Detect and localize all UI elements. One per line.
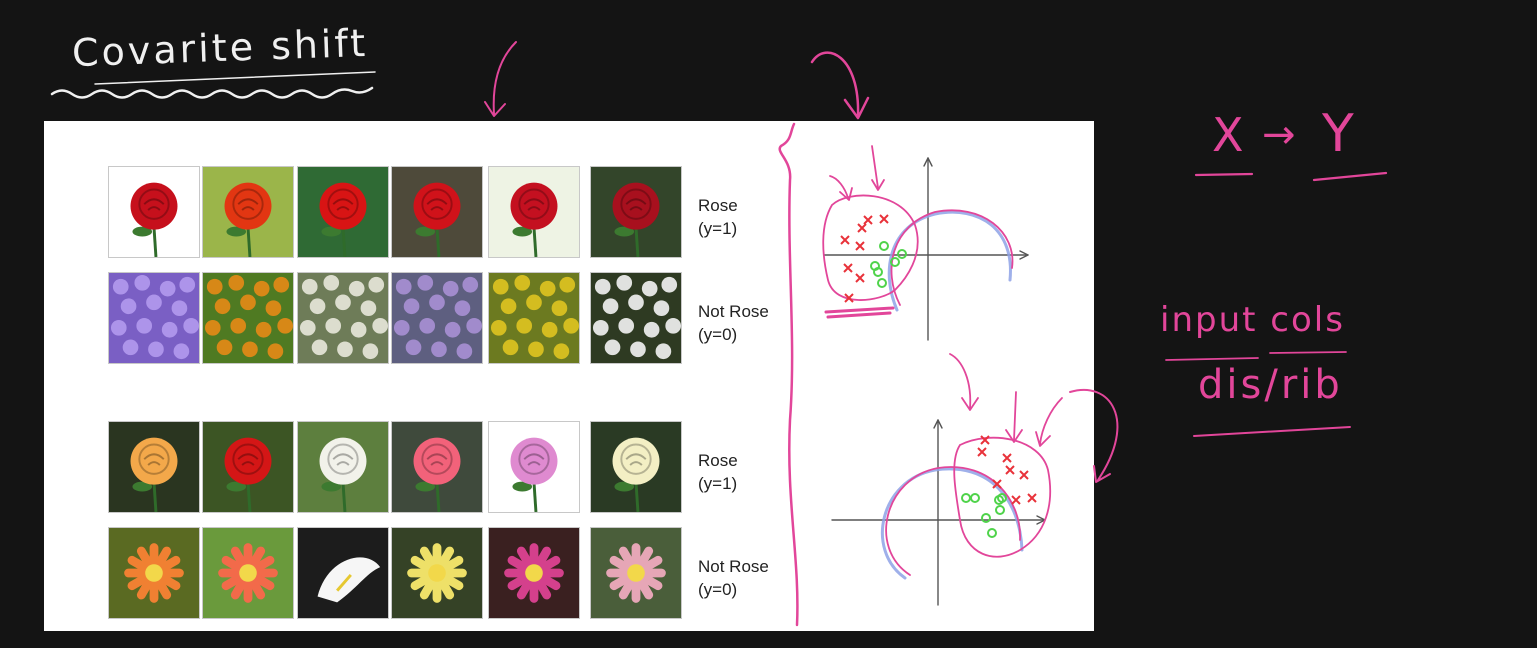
green-o-mark: [995, 505, 1005, 515]
red-x-mark: [855, 273, 865, 283]
arrow-to-plot: [810, 51, 870, 120]
green-o-mark: [970, 493, 980, 503]
green-o-mark: [879, 241, 889, 251]
flower-image: [590, 421, 682, 513]
flower-image: [488, 421, 580, 513]
flower-image: [108, 527, 200, 619]
plot-1-pink-boundary: [890, 209, 1014, 306]
note-x: X: [1212, 108, 1244, 162]
green-o-mark: [987, 528, 997, 538]
flower-image: [108, 421, 200, 513]
green-o-mark: [877, 278, 887, 288]
red-x-mark: [992, 479, 1002, 489]
note-arrow: →: [1262, 112, 1296, 158]
plot-2-pink-boundary: [885, 466, 1021, 576]
note-input-cols: input cols: [1160, 300, 1345, 340]
flower-image: [297, 272, 389, 364]
class-target: (y=1): [698, 474, 738, 493]
red-x-mark: [863, 215, 873, 225]
flower-image: [297, 421, 389, 513]
flower-image: [488, 527, 580, 619]
green-o-mark: [997, 493, 1007, 503]
class-label: Rose (y=1): [698, 194, 738, 240]
divider-line: [778, 122, 799, 627]
green-o-mark: [890, 257, 900, 267]
red-x-mark: [1027, 493, 1037, 503]
class-name: Not Rose: [698, 302, 769, 321]
flower-image: [391, 166, 483, 258]
red-x-mark: [857, 223, 867, 233]
green-o-mark: [870, 261, 880, 271]
flower-image: [488, 272, 580, 364]
red-x-mark: [879, 214, 889, 224]
red-x-mark: [980, 435, 990, 445]
class-target: (y=0): [698, 325, 738, 344]
red-x-mark: [855, 241, 865, 251]
red-x-mark: [1002, 453, 1012, 463]
note-distrib: dis/rib: [1198, 362, 1343, 408]
plot-2: [831, 419, 1046, 606]
flower-image: [590, 527, 682, 619]
flower-image: [202, 527, 294, 619]
flower-image: [590, 166, 682, 258]
class-label: Not Rose (y=0): [698, 555, 769, 601]
flower-image: [488, 166, 580, 258]
red-x-mark: [1005, 465, 1015, 475]
class-name: Rose: [698, 451, 738, 470]
flower-image: [202, 166, 294, 258]
red-x-mark: [843, 263, 853, 273]
flower-image: [297, 527, 389, 619]
green-o-mark: [961, 493, 971, 503]
plot-2-blue-boundary: [881, 467, 1024, 580]
class-label: Not Rose (y=0): [698, 300, 769, 346]
class-target: (y=0): [698, 580, 738, 599]
red-x-mark: [1011, 495, 1021, 505]
flower-image: [391, 272, 483, 364]
class-target: (y=1): [698, 219, 738, 238]
plot-1-blue-boundary: [887, 210, 1012, 312]
slide: Rose (y=1) Not Rose (y=0) Rose (y=1) Not Rose (…: [44, 121, 1094, 631]
red-x-mark: [840, 235, 850, 245]
flower-image: [108, 272, 200, 364]
plot-2-cluster-loop: [953, 436, 1052, 558]
flower-image: [391, 527, 483, 619]
red-x-mark: [844, 293, 854, 303]
red-x-mark: [1019, 470, 1029, 480]
flower-image: [590, 272, 682, 364]
arrow-to-images: [484, 41, 517, 117]
flower-image: [391, 421, 483, 513]
plot-1-cluster-loop: [822, 194, 919, 301]
note-y: Y: [1322, 104, 1354, 164]
green-o-mark: [981, 513, 991, 523]
plot-1: [823, 157, 1029, 341]
flower-image: [297, 166, 389, 258]
red-x-mark: [977, 447, 987, 457]
heading-underline: [50, 86, 374, 99]
green-o-mark: [897, 249, 907, 259]
flower-image: [202, 272, 294, 364]
class-label: Rose (y=1): [698, 449, 738, 495]
class-name: Not Rose: [698, 557, 769, 576]
flower-image: [108, 166, 200, 258]
class-name: Rose: [698, 196, 738, 215]
flower-image: [202, 421, 294, 513]
